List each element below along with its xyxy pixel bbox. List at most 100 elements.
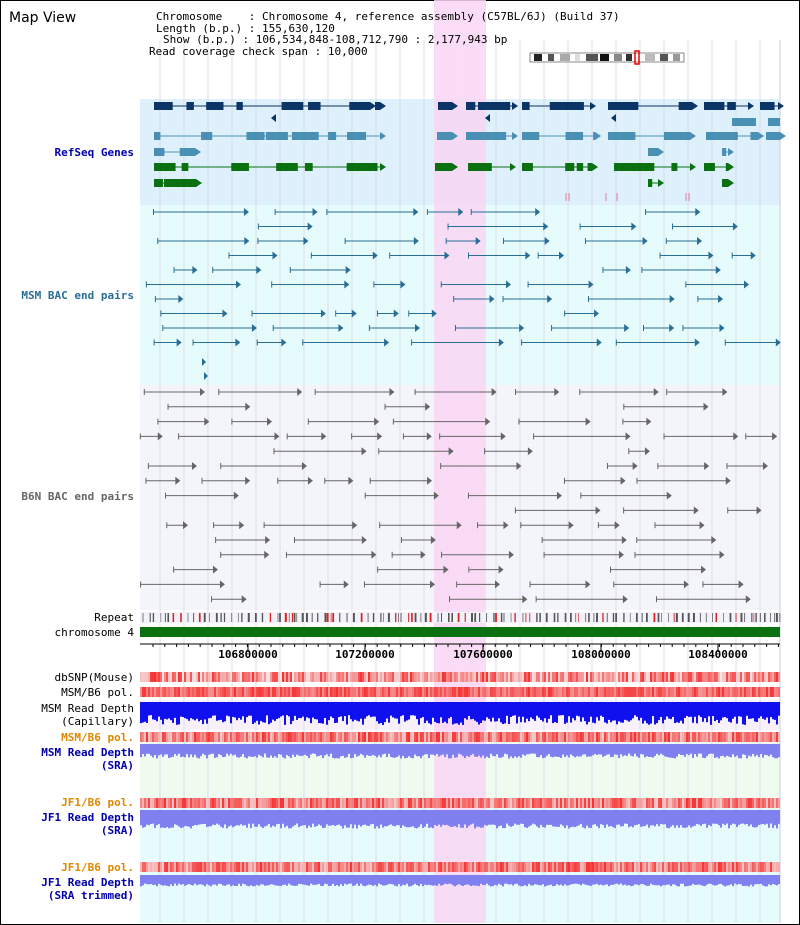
polymorphism-cell [656,798,658,808]
polymorphism-cell [312,862,314,872]
polymorphism-cell [734,687,736,697]
polymorphism-cell [550,672,552,682]
polymorphism-cell [456,798,458,808]
polymorphism-cell [736,798,738,808]
polymorphism-cell [390,732,392,742]
polymorphism-cell [380,672,382,682]
polymorphism-cell [302,672,304,682]
polymorphism-cell [606,798,608,808]
read-depth-bar [416,810,418,829]
polymorphism-cell [722,687,724,697]
read-depth-bar [742,810,744,824]
polymorphism-cell [666,687,668,697]
bac-end-arrow [351,309,357,318]
polymorphism-cell [396,672,398,682]
polymorphism-cell [512,732,514,742]
polymorphism-cell [318,732,320,742]
polymorphism-cell [720,798,722,808]
polymorphism-cell [416,798,418,808]
polymorphism-cell [448,687,450,697]
read-depth-bar [174,744,176,755]
read-depth-bar [596,810,598,827]
read-depth-bar [546,744,548,756]
polymorphism-cell [226,798,228,808]
read-depth-bar [656,702,658,724]
polymorphism-cell [542,798,544,808]
polymorphism-cell [312,798,314,808]
polymorphism-cell [558,687,560,697]
polymorphism-cell [720,672,722,682]
polymorphism-cell [522,798,524,808]
polymorphism-cell [698,687,700,697]
polymorphism-cell [602,687,604,697]
read-depth-bar [684,875,686,887]
read-depth-bar [198,702,200,722]
bac-end-arrow [596,338,602,347]
polymorphism-cell [640,798,642,808]
read-depth-bar [636,702,638,717]
read-depth-bar [458,810,460,825]
polymorphism-cell [684,862,686,872]
read-depth-bar [478,875,480,887]
bac-end-arrow [503,521,509,530]
polymorphism-cell [518,862,520,872]
polymorphism-cell [568,732,570,742]
bac-end-arrow [191,462,197,470]
read-depth-bar [758,744,760,758]
polymorphism-cell [514,687,516,697]
read-depth-bar [270,744,272,756]
polymorphism-cell [518,732,520,742]
read-depth-bar [258,702,260,725]
read-depth-bar [162,875,164,886]
polymorphism-cell [560,862,562,872]
read-depth-bar [574,875,576,884]
read-depth-bar [622,744,624,757]
read-depth-bar [616,702,618,725]
read-depth-bar [644,702,646,721]
polymorphism-cell [426,687,428,697]
gene-arrow [748,102,754,110]
bac-end-arrow [384,338,390,347]
read-depth-bar [594,810,596,825]
gene-exon [181,163,189,171]
track-label-b6n-bac[interactable]: B6N BAC end pairs [21,490,134,503]
read-depth-bar [338,744,340,759]
polymorphism-cell [592,672,594,682]
polymorphism-cell [578,732,580,742]
read-depth-bar [460,744,462,755]
track-label-msm-bac[interactable]: MSM BAC end pairs [21,289,134,302]
polymorphism-cell [506,732,508,742]
polymorphism-cell [506,862,508,872]
polymorphism-cell [324,732,326,742]
polymorphism-cell [298,732,300,742]
polymorphism-cell [166,798,168,808]
polymorphism-cell [418,732,420,742]
polymorphism-cell [718,798,720,808]
polymorphism-cell [188,732,190,742]
polymorphism-cell [174,862,176,872]
polymorphism-cell [690,732,692,742]
polymorphism-cell [232,732,234,742]
read-depth-bar [730,702,732,723]
track-label-refseq[interactable]: RefSeq Genes [54,146,134,159]
read-depth-bar [410,875,412,887]
polymorphism-cell [276,732,278,742]
polymorphism-cell [348,672,350,682]
read-depth-bar [258,744,260,755]
polymorphism-cell [170,672,172,682]
read-depth-bar [606,875,608,885]
polymorphism-cell [520,862,522,872]
polymorphism-cell [692,732,694,742]
polymorphism-cell [596,798,598,808]
bac-end-arrow [594,309,600,318]
polymorphism-cell [282,862,284,872]
read-depth-bar [420,744,422,759]
polymorphism-cell [484,862,486,872]
polymorphism-cell [436,672,438,682]
polymorphism-cell [728,798,730,808]
read-depth-bar [244,702,246,723]
bac-end-arrow [245,402,251,411]
polymorphism-cell [568,672,570,682]
read-depth-bar [282,702,284,716]
